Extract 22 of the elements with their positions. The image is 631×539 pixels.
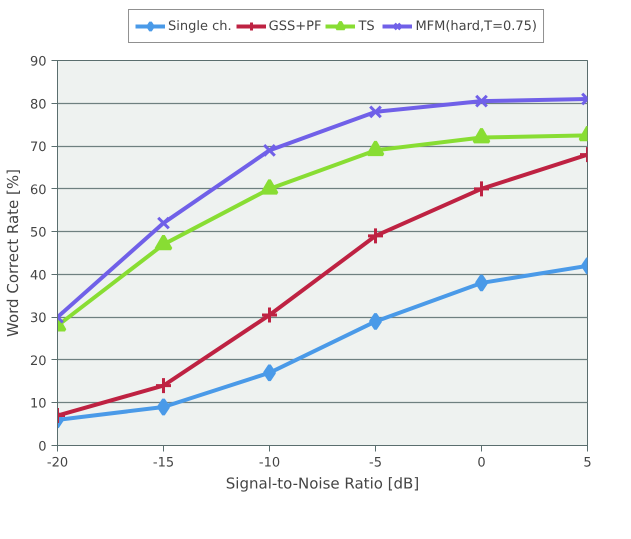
x-tick-label: 0: [477, 456, 486, 470]
y-tick-label: 30: [30, 311, 47, 326]
y-tick-label: 70: [30, 140, 47, 156]
y-tick-label: 60: [30, 182, 47, 198]
legend-label: GSS+PF: [268, 18, 322, 34]
x-tick-label: -10: [258, 456, 280, 470]
legend-label: Single ch.: [168, 18, 232, 34]
y-tick-label: 10: [30, 396, 47, 412]
y-tick-label: 20: [30, 354, 47, 369]
y-tick-label: 80: [30, 97, 47, 112]
y-tick-label: 90: [30, 54, 47, 70]
x-tick-label: -20: [46, 456, 68, 470]
x-axis-title: Signal-to-Noise Ratio [dB]: [226, 474, 420, 492]
y-tick-label: 50: [30, 226, 47, 241]
legend-label: TS: [358, 18, 376, 34]
x-tick-label: -15: [152, 456, 174, 470]
y-axis-title: Word Correct Rate [%]: [4, 169, 22, 337]
x-tick-label: 5: [583, 456, 592, 470]
y-tick-label: 0: [38, 440, 47, 454]
x-tick-label: -5: [369, 456, 382, 470]
y-tick-label: 40: [30, 268, 47, 284]
legend-label: MFM(hard,T=0.75): [415, 18, 537, 34]
